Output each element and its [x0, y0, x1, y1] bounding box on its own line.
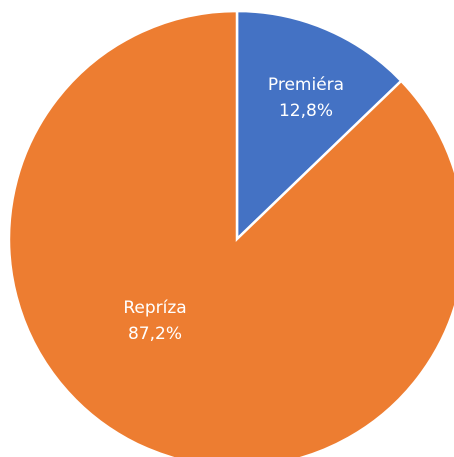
slice-category-label: Premiéra [268, 75, 344, 95]
slice-value-label: 12,8% [279, 101, 333, 121]
slice-value-label: 87,2% [128, 324, 182, 344]
pie-slice [7, 9, 454, 457]
pie-slice [235, 9, 403, 242]
slice-category-label: Repríza [123, 298, 186, 318]
